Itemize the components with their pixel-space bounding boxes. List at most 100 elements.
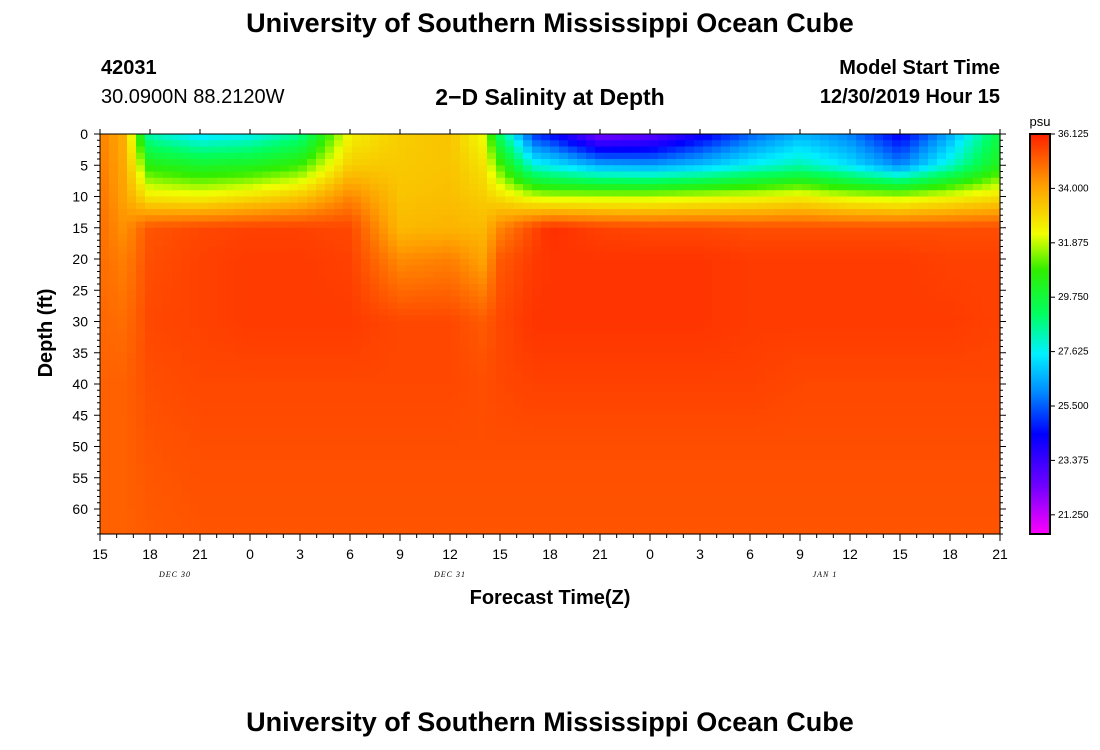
heatmap-cell [685, 421, 695, 429]
heatmap-cell [559, 390, 569, 398]
heatmap-cell [379, 315, 389, 323]
heatmap-cell [379, 296, 389, 304]
heatmap-cell [748, 352, 758, 360]
heatmap-cell [100, 471, 110, 479]
heatmap-cell [487, 415, 497, 423]
heatmap-cell [118, 140, 128, 148]
heatmap-cell [649, 446, 659, 454]
heatmap-cell [163, 459, 173, 466]
heatmap-cell [667, 359, 677, 366]
heatmap-cell [154, 327, 164, 335]
heatmap-cell [496, 346, 506, 354]
heatmap-cell [100, 240, 110, 248]
heatmap-cell [604, 202, 614, 210]
heatmap-cell [289, 496, 299, 504]
heatmap-cell [316, 134, 326, 141]
heatmap-cell [208, 296, 218, 304]
heatmap-cell [406, 184, 416, 191]
heatmap-cell [190, 334, 200, 341]
heatmap-cell [109, 271, 119, 279]
heatmap-cell [226, 177, 236, 185]
station-id: 42031 [101, 57, 157, 79]
heatmap-cell [676, 390, 686, 398]
heatmap-cell [190, 427, 200, 435]
heatmap-cell [145, 365, 155, 373]
heatmap-cell [343, 377, 353, 385]
heatmap-cell [496, 521, 506, 529]
heatmap-cell [703, 152, 713, 160]
heatmap-cell [739, 196, 749, 204]
heatmap-cell [541, 521, 551, 529]
heatmap-cell [604, 527, 614, 535]
heatmap-cell [352, 196, 362, 204]
heatmap-cell [406, 509, 416, 516]
heatmap-cell [532, 459, 542, 466]
heatmap-cell [676, 277, 686, 285]
heatmap-cell [694, 171, 704, 179]
heatmap-cell [172, 202, 182, 210]
heatmap-cell [118, 259, 128, 266]
heatmap-cell [541, 227, 551, 235]
heatmap-cell [136, 140, 146, 148]
heatmap-cell [667, 477, 677, 485]
heatmap-cell [370, 190, 380, 198]
heatmap-cell [433, 484, 443, 491]
heatmap-cell [532, 271, 542, 279]
heatmap-cell [784, 184, 794, 191]
heatmap-cell [775, 484, 785, 491]
heatmap-cell [685, 515, 695, 523]
heatmap-cell [505, 365, 515, 373]
heatmap-cell [577, 340, 587, 348]
heatmap-cell [370, 515, 380, 523]
heatmap-cell [361, 527, 371, 535]
heatmap-cell [559, 190, 569, 198]
heatmap-cell [307, 365, 317, 373]
heatmap-cell [757, 246, 767, 254]
heatmap-cell [784, 521, 794, 529]
heatmap-cell [334, 327, 344, 335]
heatmap-cell [613, 240, 623, 248]
heatmap-cell [739, 134, 749, 141]
heatmap-cell [604, 515, 614, 523]
heatmap-cell [325, 259, 335, 266]
heatmap-cell [118, 165, 128, 173]
heatmap-cell [433, 165, 443, 173]
heatmap-cell [730, 409, 740, 416]
heatmap-cell [514, 215, 524, 223]
heatmap-cell [757, 240, 767, 248]
heatmap-cell [127, 321, 137, 329]
heatmap-cell [298, 202, 308, 210]
heatmap-cell [379, 159, 389, 166]
heatmap-cell [595, 140, 605, 148]
heatmap-cell [190, 296, 200, 304]
heatmap-cell [343, 496, 353, 504]
heatmap-cell [784, 259, 794, 266]
heatmap-cell [316, 334, 326, 341]
heatmap-cell [154, 340, 164, 348]
heatmap-cell [514, 140, 524, 148]
heatmap-cell [649, 340, 659, 348]
heatmap-cell [154, 184, 164, 191]
heatmap-cell [793, 159, 803, 166]
heatmap-cell [694, 352, 704, 360]
heatmap-cell [433, 284, 443, 291]
heatmap-cell [388, 484, 398, 491]
heatmap-cell [244, 515, 254, 523]
heatmap-cell [244, 496, 254, 504]
heatmap-cell [244, 315, 254, 323]
heatmap-cell [703, 452, 713, 460]
heatmap-cell [433, 502, 443, 510]
heatmap-cell [217, 227, 227, 235]
heatmap-cell [757, 265, 767, 273]
heatmap-cell [640, 409, 650, 416]
heatmap-cell [244, 296, 254, 304]
heatmap-cell [226, 452, 236, 460]
heatmap-cell [541, 265, 551, 273]
heatmap-cell [127, 459, 137, 466]
heatmap-cell [721, 409, 731, 416]
heatmap-cell [667, 346, 677, 354]
heatmap-cell [253, 402, 263, 410]
heatmap-cell [532, 352, 542, 360]
heatmap-cell [289, 390, 299, 398]
heatmap-cell [145, 509, 155, 516]
